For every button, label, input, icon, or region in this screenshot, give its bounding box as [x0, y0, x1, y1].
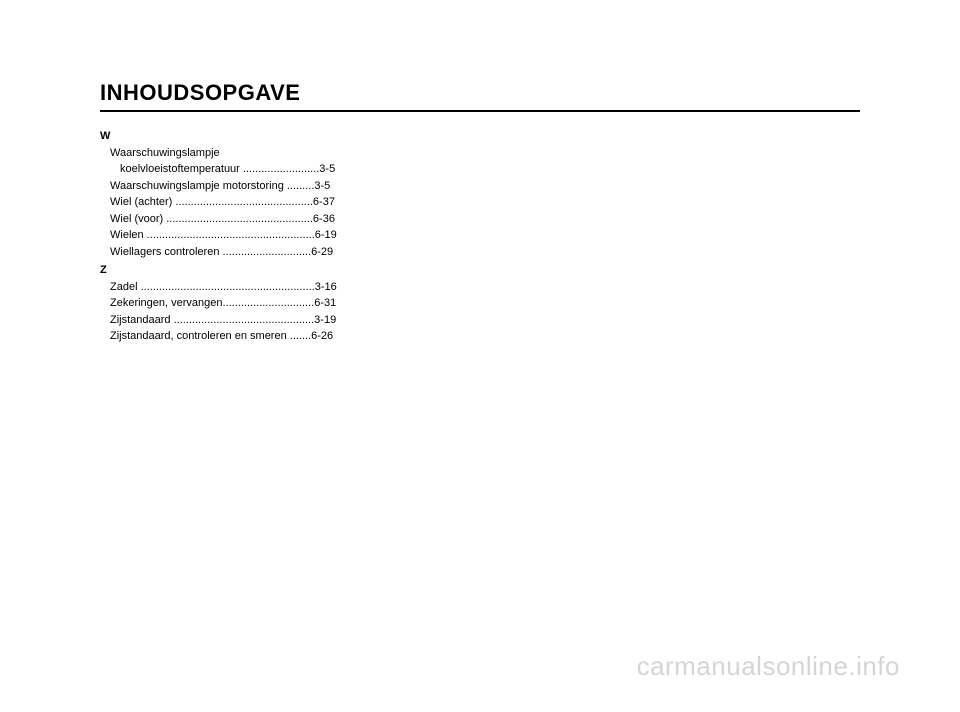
page-title: INHOUDSOPGAVE — [100, 80, 860, 106]
index-entry: Zijstandaard, controleren en smeren ....… — [100, 328, 390, 345]
index-content: W Waarschuwingslampje koelvloeistoftempe… — [100, 128, 390, 345]
index-entry: Waarschuwingslampje motorstoring .......… — [100, 178, 390, 195]
index-entry: Waarschuwingslampje — [100, 145, 390, 162]
index-entry: Wielen .................................… — [100, 227, 390, 244]
index-entry: Zijstandaard ...........................… — [100, 312, 390, 329]
index-entry: Wiel (achter) ..........................… — [100, 194, 390, 211]
index-entry: Wiel (voor) ............................… — [100, 211, 390, 228]
index-entry: Wiellagers controleren .................… — [100, 244, 390, 261]
title-section: INHOUDSOPGAVE — [100, 80, 860, 112]
index-entry: Zadel ..................................… — [100, 279, 390, 296]
section-letter-z: Z — [100, 262, 390, 279]
section-letter-w: W — [100, 128, 390, 145]
index-entry: Zekeringen, vervangen...................… — [100, 295, 390, 312]
watermark: carmanualsonline.info — [637, 651, 900, 682]
index-subentry: koelvloeistoftemperatuur ...............… — [100, 161, 390, 178]
